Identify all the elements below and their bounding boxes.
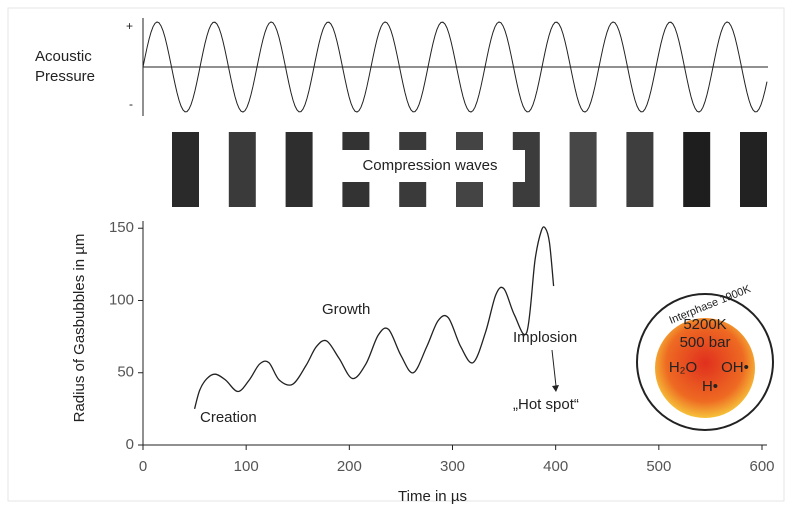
compression-bar: [229, 132, 256, 207]
page: {"pressure_panel": {"label_line1": "Acou…: [0, 0, 792, 509]
compression-bar: [740, 132, 767, 207]
bubble-temp: 5200K: [683, 316, 726, 333]
annotation: Creation: [200, 409, 257, 426]
compression-bar: [286, 132, 313, 207]
bubble-pressure: 500 bar: [680, 334, 731, 351]
annotation: „Hot spot“: [513, 396, 579, 413]
figure: Acoustic Pressure + - Compression waves …: [0, 0, 792, 509]
bubble-oh: OH•: [721, 359, 749, 376]
arrow-head: [552, 385, 559, 392]
x-tick-label: 400: [543, 458, 568, 475]
pressure-label: Pressure: [35, 68, 95, 85]
x-tick-label: 600: [749, 458, 774, 475]
compression-bar: [683, 132, 710, 207]
y-tick-label: 50: [117, 364, 134, 381]
y-tick-label: 150: [109, 219, 134, 236]
frame: [8, 8, 784, 501]
compression-bar: [570, 132, 597, 207]
x-tick-label: 0: [139, 458, 147, 475]
x-tick-label: 500: [646, 458, 671, 475]
y-tick-label: 0: [126, 436, 134, 453]
annotation: Implosion: [513, 329, 577, 346]
pressure-label: Acoustic: [35, 48, 92, 65]
minus-sign: -: [129, 97, 133, 111]
radius-line: [195, 227, 554, 409]
y-axis-label: Radius of Gasbubbles in µm: [71, 234, 88, 423]
compression-bar: [172, 132, 199, 207]
waves-label: Compression waves: [362, 157, 497, 174]
plus-sign: +: [126, 19, 133, 33]
bubble-h2o: H₂O: [669, 359, 697, 376]
x-tick-label: 200: [337, 458, 362, 475]
y-tick-label: 100: [109, 291, 134, 308]
x-axis-label: Time in µs: [398, 488, 467, 505]
annotation: Growth: [322, 301, 370, 318]
arrow: [552, 350, 556, 386]
x-tick-label: 300: [440, 458, 465, 475]
compression-bar: [626, 132, 653, 207]
bubble-h: H•: [702, 378, 718, 395]
x-tick-label: 100: [234, 458, 259, 475]
